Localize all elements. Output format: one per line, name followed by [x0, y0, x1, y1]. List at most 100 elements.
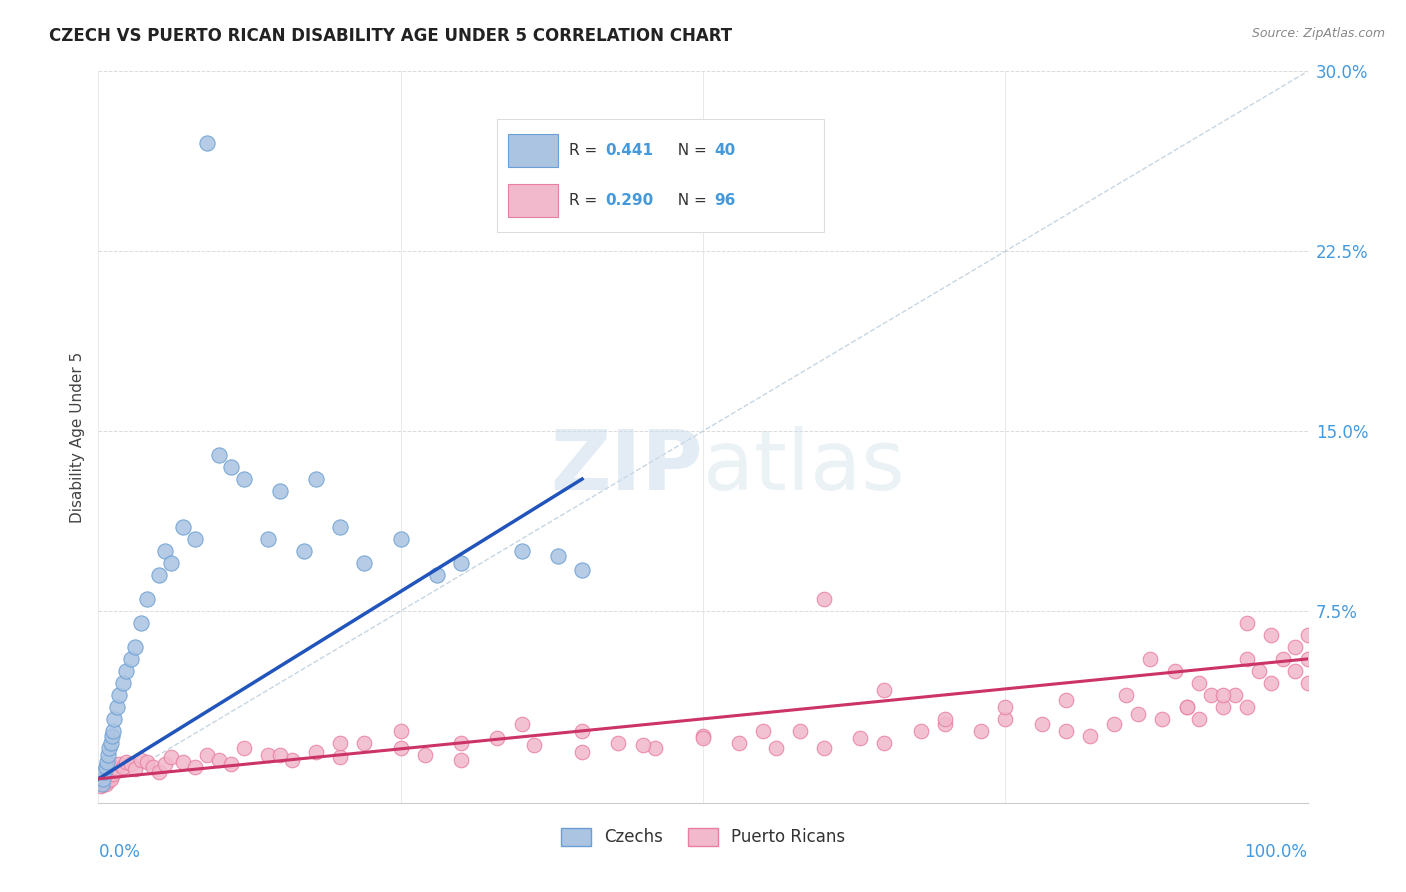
Point — [510, 544, 533, 558]
Point — [571, 723, 593, 738]
Text: R =: R = — [569, 143, 602, 158]
Point — [91, 772, 114, 786]
Text: CZECH VS PUERTO RICAN DISABILITY AGE UNDER 5 CORRELATION CHART: CZECH VS PUERTO RICAN DISABILITY AGE UND… — [49, 27, 733, 45]
Point — [994, 712, 1017, 726]
Point — [96, 755, 118, 769]
Point — [1236, 615, 1258, 630]
Point — [813, 740, 835, 755]
Point — [105, 762, 128, 776]
Point — [547, 549, 569, 563]
Point — [692, 731, 714, 745]
Point — [101, 723, 124, 738]
Point — [97, 774, 120, 789]
Point — [148, 764, 170, 779]
Point — [97, 747, 120, 762]
Point — [94, 760, 117, 774]
Point — [98, 740, 121, 755]
Point — [221, 460, 243, 475]
Y-axis label: Disability Age Under 5: Disability Age Under 5 — [69, 351, 84, 523]
Point — [813, 591, 835, 606]
Point — [789, 723, 811, 738]
Point — [115, 755, 138, 769]
Point — [269, 483, 291, 498]
Point — [96, 772, 118, 786]
Point — [195, 136, 218, 151]
Legend: Czechs, Puerto Ricans: Czechs, Puerto Ricans — [554, 821, 852, 853]
Point — [292, 544, 315, 558]
Point — [849, 731, 872, 745]
Point — [232, 740, 254, 755]
Point — [1175, 699, 1198, 714]
Point — [934, 712, 956, 726]
Point — [129, 753, 152, 767]
Text: Source: ZipAtlas.com: Source: ZipAtlas.com — [1251, 27, 1385, 40]
Text: ZIP: ZIP — [551, 425, 703, 507]
Point — [269, 747, 291, 762]
Point — [1199, 688, 1222, 702]
Point — [1054, 723, 1077, 738]
Point — [389, 532, 412, 546]
Point — [124, 640, 146, 654]
Point — [353, 556, 375, 570]
Point — [1078, 729, 1101, 743]
Text: atlas: atlas — [703, 425, 904, 507]
Point — [510, 716, 533, 731]
Point — [100, 772, 122, 786]
Text: 100.0%: 100.0% — [1244, 843, 1308, 861]
Point — [160, 750, 183, 764]
Point — [607, 736, 630, 750]
Point — [256, 747, 278, 762]
Text: N =: N = — [668, 193, 711, 208]
Point — [329, 750, 352, 764]
Point — [1212, 699, 1234, 714]
Point — [571, 746, 593, 760]
Text: 0.0%: 0.0% — [98, 843, 141, 861]
Point — [1284, 640, 1306, 654]
Point — [1188, 676, 1211, 690]
Point — [873, 736, 896, 750]
Text: 0.441: 0.441 — [605, 143, 652, 158]
Point — [221, 757, 243, 772]
Point — [389, 723, 412, 738]
Point — [1163, 664, 1185, 678]
Point — [94, 776, 117, 790]
Point — [450, 753, 472, 767]
Point — [100, 729, 122, 743]
Point — [523, 738, 546, 752]
Point — [93, 774, 115, 789]
Point — [765, 740, 787, 755]
Point — [91, 776, 114, 790]
Point — [142, 760, 165, 774]
Point — [1272, 652, 1295, 666]
Text: 96: 96 — [714, 193, 735, 208]
Point — [329, 736, 352, 750]
Point — [910, 723, 932, 738]
Point — [148, 568, 170, 582]
Point — [305, 746, 328, 760]
Text: R =: R = — [569, 193, 602, 208]
FancyBboxPatch shape — [509, 184, 558, 218]
Text: N =: N = — [668, 143, 711, 158]
Point — [93, 764, 115, 779]
Point — [692, 729, 714, 743]
Point — [353, 736, 375, 750]
Point — [1296, 676, 1319, 690]
Point — [111, 676, 134, 690]
Point — [281, 753, 304, 767]
Point — [103, 760, 125, 774]
Point — [970, 723, 993, 738]
Point — [1284, 664, 1306, 678]
Point — [1152, 712, 1174, 726]
Point — [1236, 699, 1258, 714]
Point — [1236, 652, 1258, 666]
Point — [994, 699, 1017, 714]
Point — [486, 731, 509, 745]
Point — [1139, 652, 1161, 666]
Point — [1031, 716, 1053, 731]
Point — [153, 757, 176, 772]
FancyBboxPatch shape — [498, 119, 824, 232]
Point — [129, 615, 152, 630]
Point — [1260, 676, 1282, 690]
Point — [329, 520, 352, 534]
Point — [135, 755, 157, 769]
